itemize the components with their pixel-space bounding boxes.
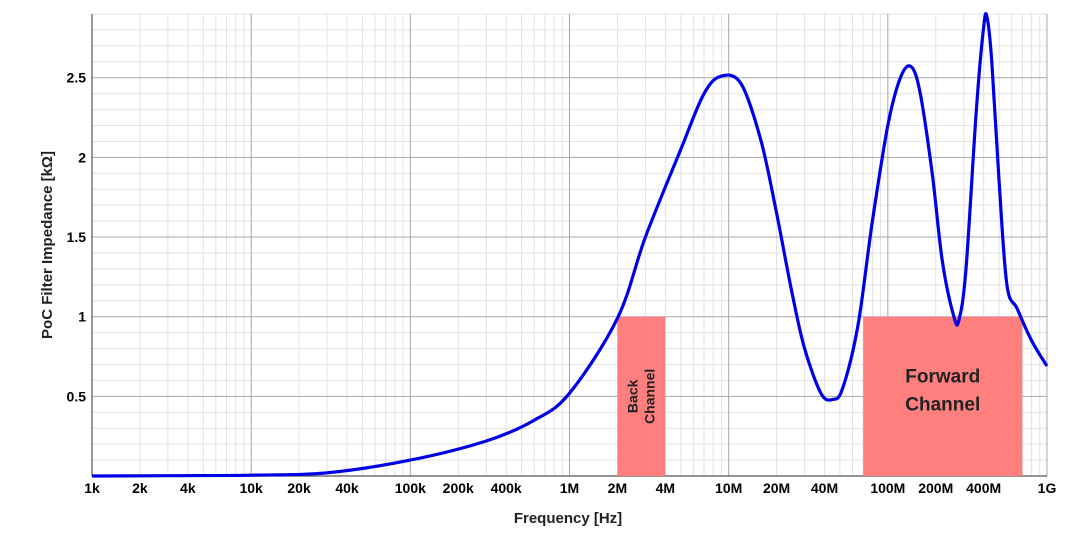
- series-layer: [91, 11, 1049, 478]
- band-1-label: Forward Channel: [905, 366, 980, 415]
- x-tick-label: 40M: [811, 480, 838, 496]
- x-axis-label: Frequency [Hz]: [514, 510, 622, 527]
- x-tick-label: 200k: [443, 480, 474, 496]
- x-tick-label: 40k: [335, 480, 359, 496]
- y-tick-label: 2: [78, 149, 86, 165]
- x-tick-label: 100M: [870, 480, 905, 496]
- y-tick-label: 0.5: [67, 388, 87, 404]
- x-tick-label: 400M: [966, 480, 1001, 496]
- x-tick-label: 20M: [763, 480, 790, 496]
- frequency-bands: BackChannel Forward Channel: [617, 316, 1023, 476]
- x-tick-label: 1G: [1038, 480, 1057, 496]
- x-tick-label: 4k: [180, 480, 196, 496]
- y-tick-label: 2.5: [67, 70, 87, 86]
- major-grid: [91, 14, 1048, 477]
- y-tick-label: 1: [78, 309, 86, 325]
- y-tick-labels: 0.5 1 1.5 2 2.5: [67, 70, 87, 405]
- y-tick-label: 1.5: [67, 229, 87, 245]
- x-tick-label: 10M: [715, 480, 742, 496]
- series-0-line: [91, 11, 1049, 478]
- y-axis-label: PoC Filter Impedance [kΩ]: [39, 151, 56, 339]
- x-tick-label: 20k: [287, 480, 311, 496]
- x-tick-label: 200M: [918, 480, 953, 496]
- x-tick-label: 10k: [239, 480, 263, 496]
- x-tick-label: 1k: [84, 480, 100, 496]
- x-tick-label: 4M: [656, 480, 675, 496]
- band-0-label: BackChannel: [624, 369, 657, 424]
- x-tick-label: 2M: [608, 480, 627, 496]
- x-tick-label: 400k: [491, 480, 522, 496]
- x-tick-label: 2k: [132, 480, 148, 496]
- x-tick-label: 100k: [395, 480, 426, 496]
- x-tick-label: 1M: [560, 480, 579, 496]
- band-1-rect: [863, 316, 1023, 476]
- x-tick-labels: 1k 2k 4k 10k 20k 40k 100k 200k 400k 1M 2M 4M 10M 20M 4…: [84, 480, 1056, 496]
- band-0-rect: [617, 316, 666, 476]
